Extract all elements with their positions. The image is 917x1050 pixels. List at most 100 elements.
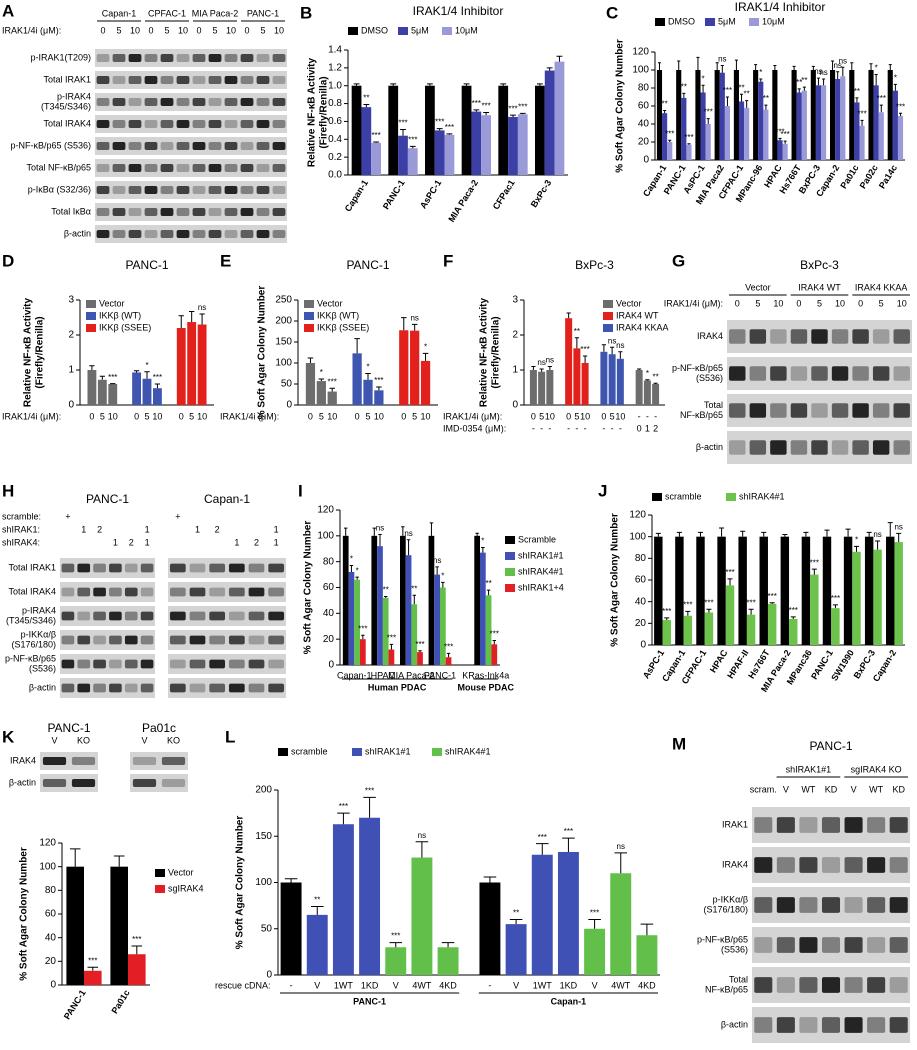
band bbox=[93, 683, 106, 693]
band bbox=[844, 1017, 863, 1033]
bar bbox=[654, 536, 663, 645]
error-bar bbox=[401, 526, 405, 536]
bar bbox=[662, 620, 671, 645]
bar bbox=[354, 579, 360, 665]
lane-label: scram. bbox=[750, 784, 777, 794]
x-row-label: IRAK1/4i (μM): bbox=[220, 411, 279, 421]
bar bbox=[538, 371, 546, 405]
x-tick-label: Capan-1 bbox=[337, 670, 372, 680]
row-label: p-IκBα (S32/36) bbox=[28, 184, 91, 194]
blot-title: Pa01c bbox=[142, 721, 176, 735]
error-bar bbox=[354, 338, 360, 354]
y-tick-label: 0 bbox=[328, 660, 334, 671]
y-tick-label: 0.6 bbox=[328, 116, 342, 127]
lane-label: 2 bbox=[129, 537, 134, 547]
band bbox=[109, 563, 122, 573]
significance: *** bbox=[789, 606, 798, 615]
legend-label: IKKβ (WT) bbox=[99, 310, 141, 320]
significance: *** bbox=[108, 373, 117, 382]
band bbox=[176, 142, 190, 150]
bar bbox=[407, 148, 418, 175]
bar bbox=[152, 388, 162, 405]
row-label: NF-κB/p65 bbox=[680, 410, 723, 420]
y-tick-label: 120 bbox=[317, 505, 334, 516]
panel-label: G bbox=[672, 251, 685, 270]
significance: *** bbox=[538, 833, 547, 842]
bar bbox=[887, 70, 893, 160]
band bbox=[831, 366, 849, 381]
band bbox=[61, 587, 75, 597]
significance: *** bbox=[810, 558, 819, 567]
bar bbox=[854, 102, 860, 160]
band bbox=[889, 937, 908, 953]
lane-label: KD bbox=[892, 784, 905, 794]
bar bbox=[643, 380, 651, 405]
row-label: (S176/180) bbox=[11, 639, 56, 649]
band bbox=[889, 857, 908, 873]
band bbox=[96, 76, 110, 84]
significance: * bbox=[875, 64, 878, 73]
band bbox=[160, 120, 174, 128]
band bbox=[224, 208, 238, 216]
band bbox=[160, 164, 174, 172]
x-tick-label: 1KD bbox=[560, 980, 578, 990]
legend-swatch bbox=[652, 493, 662, 501]
band bbox=[224, 120, 238, 128]
bar bbox=[529, 370, 537, 405]
significance: *** bbox=[444, 642, 453, 651]
error-bar bbox=[390, 83, 397, 86]
band bbox=[754, 817, 773, 833]
lane-label: 1 bbox=[81, 524, 86, 534]
lane-label: 5 bbox=[879, 298, 884, 308]
row-label: p-IRAK1(T209) bbox=[30, 52, 91, 62]
band bbox=[831, 329, 849, 344]
y-tick-label: 50 bbox=[261, 923, 273, 934]
y-axis-label: (Firefly/Renilla) bbox=[319, 76, 330, 148]
band bbox=[867, 857, 886, 873]
significance: ns bbox=[404, 529, 412, 538]
error-bar bbox=[640, 923, 654, 936]
error-bar bbox=[133, 370, 140, 373]
band bbox=[776, 817, 795, 833]
error-bar bbox=[426, 83, 433, 86]
legend-label: DMSO bbox=[361, 25, 388, 35]
significance: *** bbox=[580, 345, 589, 354]
band bbox=[132, 779, 157, 787]
error-bar bbox=[353, 83, 360, 86]
lane-label: 10 bbox=[773, 298, 783, 308]
blot-strip bbox=[168, 558, 286, 578]
bar bbox=[831, 608, 840, 645]
band bbox=[144, 186, 158, 194]
error-bar bbox=[803, 531, 809, 537]
bar bbox=[772, 70, 778, 160]
error-bar bbox=[344, 527, 348, 536]
error-bar bbox=[429, 522, 434, 536]
x-tick-label: V bbox=[592, 980, 598, 990]
band bbox=[240, 76, 254, 84]
x-tick-label: 0 bbox=[355, 411, 360, 421]
bar bbox=[388, 649, 395, 665]
error-bar bbox=[816, 77, 820, 86]
x-tick-label: 5 bbox=[574, 411, 579, 421]
bar bbox=[610, 873, 632, 975]
band bbox=[872, 366, 890, 381]
band bbox=[77, 683, 91, 693]
panel-label: F bbox=[443, 251, 453, 270]
band bbox=[112, 164, 126, 172]
error-bar bbox=[376, 386, 382, 391]
legend-label: shIRAK4#1 bbox=[739, 491, 785, 501]
bar bbox=[557, 851, 579, 975]
band bbox=[272, 98, 286, 106]
row-label: p-NF-κB/p65 (S536) bbox=[10, 140, 91, 150]
x-tick-label: 2 bbox=[653, 423, 658, 433]
x-tick-label: 1KD bbox=[361, 980, 379, 990]
x-tick-label: Pa01c bbox=[109, 988, 131, 1015]
band bbox=[821, 977, 841, 993]
band bbox=[189, 611, 206, 621]
band bbox=[96, 208, 110, 216]
band bbox=[770, 366, 787, 381]
significance: *** bbox=[704, 598, 713, 607]
y-tick-label: 0 bbox=[286, 400, 292, 411]
x-tick-label: - bbox=[584, 423, 587, 433]
error-bar bbox=[418, 650, 422, 653]
